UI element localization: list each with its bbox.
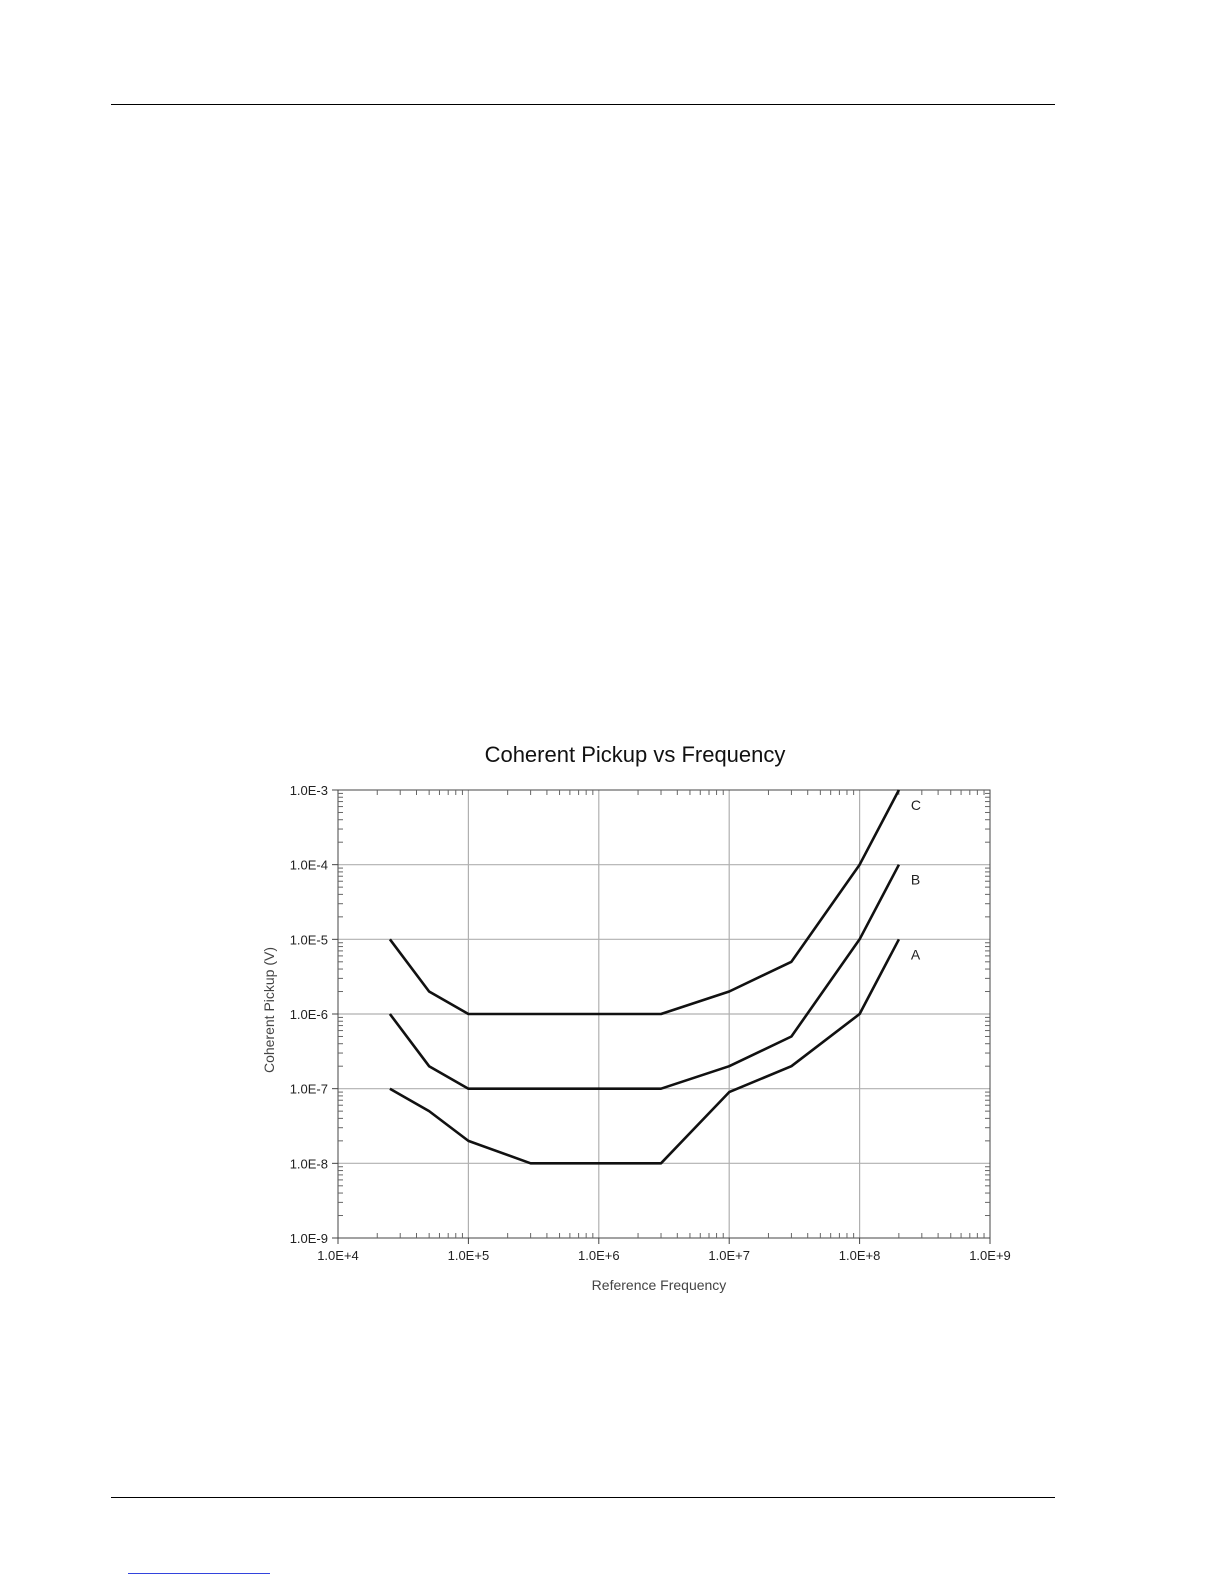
y-tick-label: 1.0E-5 bbox=[290, 932, 328, 947]
series-c-line bbox=[388, 789, 901, 1016]
header-rule bbox=[111, 104, 1055, 105]
y-tick-label: 1.0E-4 bbox=[290, 858, 328, 873]
y-tick-label: 1.0E-6 bbox=[290, 1007, 328, 1022]
y-axis-label: Coherent Pickup (V) bbox=[261, 947, 277, 1073]
x-axis: 1.0E+4 1.0E+5 1.0E+6 1.0E+7 1.0E+8 1.0E+9 bbox=[317, 790, 1011, 1263]
x-axis-label: Reference Frequency bbox=[592, 1277, 727, 1293]
y-tick-label: 1.0E-8 bbox=[290, 1156, 328, 1171]
x-tick-label: 1.0E+5 bbox=[448, 1248, 490, 1263]
series-c-label: C bbox=[911, 797, 921, 813]
footer-link-underline[interactable] bbox=[128, 1573, 270, 1574]
x-tick-label: 1.0E+9 bbox=[969, 1248, 1011, 1263]
y-tick-label: 1.0E-9 bbox=[290, 1231, 328, 1246]
x-tick-label: 1.0E+8 bbox=[839, 1248, 881, 1263]
series-b-line bbox=[388, 864, 901, 1090]
x-tick-label: 1.0E+4 bbox=[317, 1248, 359, 1263]
series-a-label: A bbox=[911, 946, 921, 962]
x-tick-label: 1.0E+7 bbox=[708, 1248, 750, 1263]
series-a-line bbox=[389, 938, 901, 1165]
series-b-label: B bbox=[911, 872, 920, 888]
y-tick-label: 1.0E-3 bbox=[290, 783, 328, 798]
x-tick-label: 1.0E+6 bbox=[578, 1248, 620, 1263]
footer-rule bbox=[111, 1497, 1055, 1498]
chart-title: Coherent Pickup vs Frequency bbox=[485, 742, 786, 767]
series-layer: A B C bbox=[388, 789, 921, 1165]
y-tick-label: 1.0E-7 bbox=[290, 1082, 328, 1097]
y-axis: 1.0E-3 1.0E-4 1.0E-5 1.0E-6 1.0E-7 1.0E-8 1.0E… bbox=[290, 783, 990, 1246]
